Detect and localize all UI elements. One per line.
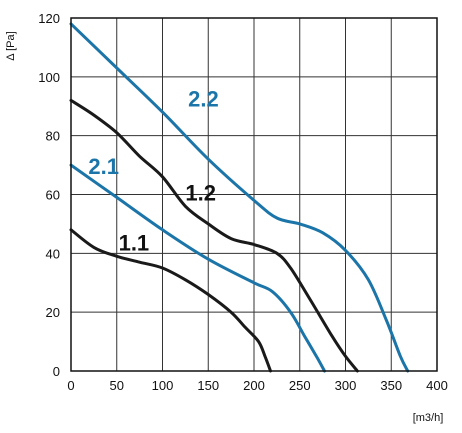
curve-labels: 2.2 2.1 1.2 1.1 <box>88 86 218 255</box>
y-tick-label: 60 <box>46 188 60 203</box>
y-tick-label: 100 <box>38 70 60 85</box>
x-tick-label: 300 <box>335 378 357 393</box>
series-line-2-1 <box>69 163 326 373</box>
x-axis-label: [m3/h] <box>413 412 444 424</box>
y-axis-label: Δ [Pa] <box>5 31 17 60</box>
x-tick-label: 0 <box>67 378 74 393</box>
y-tick-label: 20 <box>46 305 60 320</box>
x-tick-label: 250 <box>289 378 311 393</box>
y-tick-label: 0 <box>53 364 60 379</box>
plot-border <box>70 17 438 372</box>
x-tick-label: 350 <box>380 378 402 393</box>
curve-label-2-2: 2.2 <box>188 86 219 111</box>
curves <box>69 22 410 373</box>
grid <box>70 17 438 372</box>
y-tick-label: 40 <box>46 246 60 261</box>
x-tick-label: 400 <box>426 378 448 393</box>
series-line-2-2 <box>69 22 410 373</box>
series-line-1-2 <box>69 98 359 373</box>
x-tick-label: 200 <box>243 378 265 393</box>
curve-label-1-2: 1.2 <box>185 180 216 205</box>
x-tick-label: 50 <box>110 378 124 393</box>
x-tick-label: 150 <box>197 378 219 393</box>
curve-label-1-1: 1.1 <box>119 230 150 255</box>
x-tick-label: 100 <box>152 378 174 393</box>
y-tick-label: 120 <box>38 11 60 26</box>
x-tick-labels: 0 50 100 150 200 250 300 350 400 <box>67 378 447 393</box>
plot-frame <box>70 17 438 372</box>
curve-label-2-1: 2.1 <box>88 154 119 179</box>
y-tick-labels: 0 20 40 60 80 100 120 <box>38 11 60 379</box>
y-tick-label: 80 <box>46 129 60 144</box>
series-line-1-1 <box>69 228 272 373</box>
